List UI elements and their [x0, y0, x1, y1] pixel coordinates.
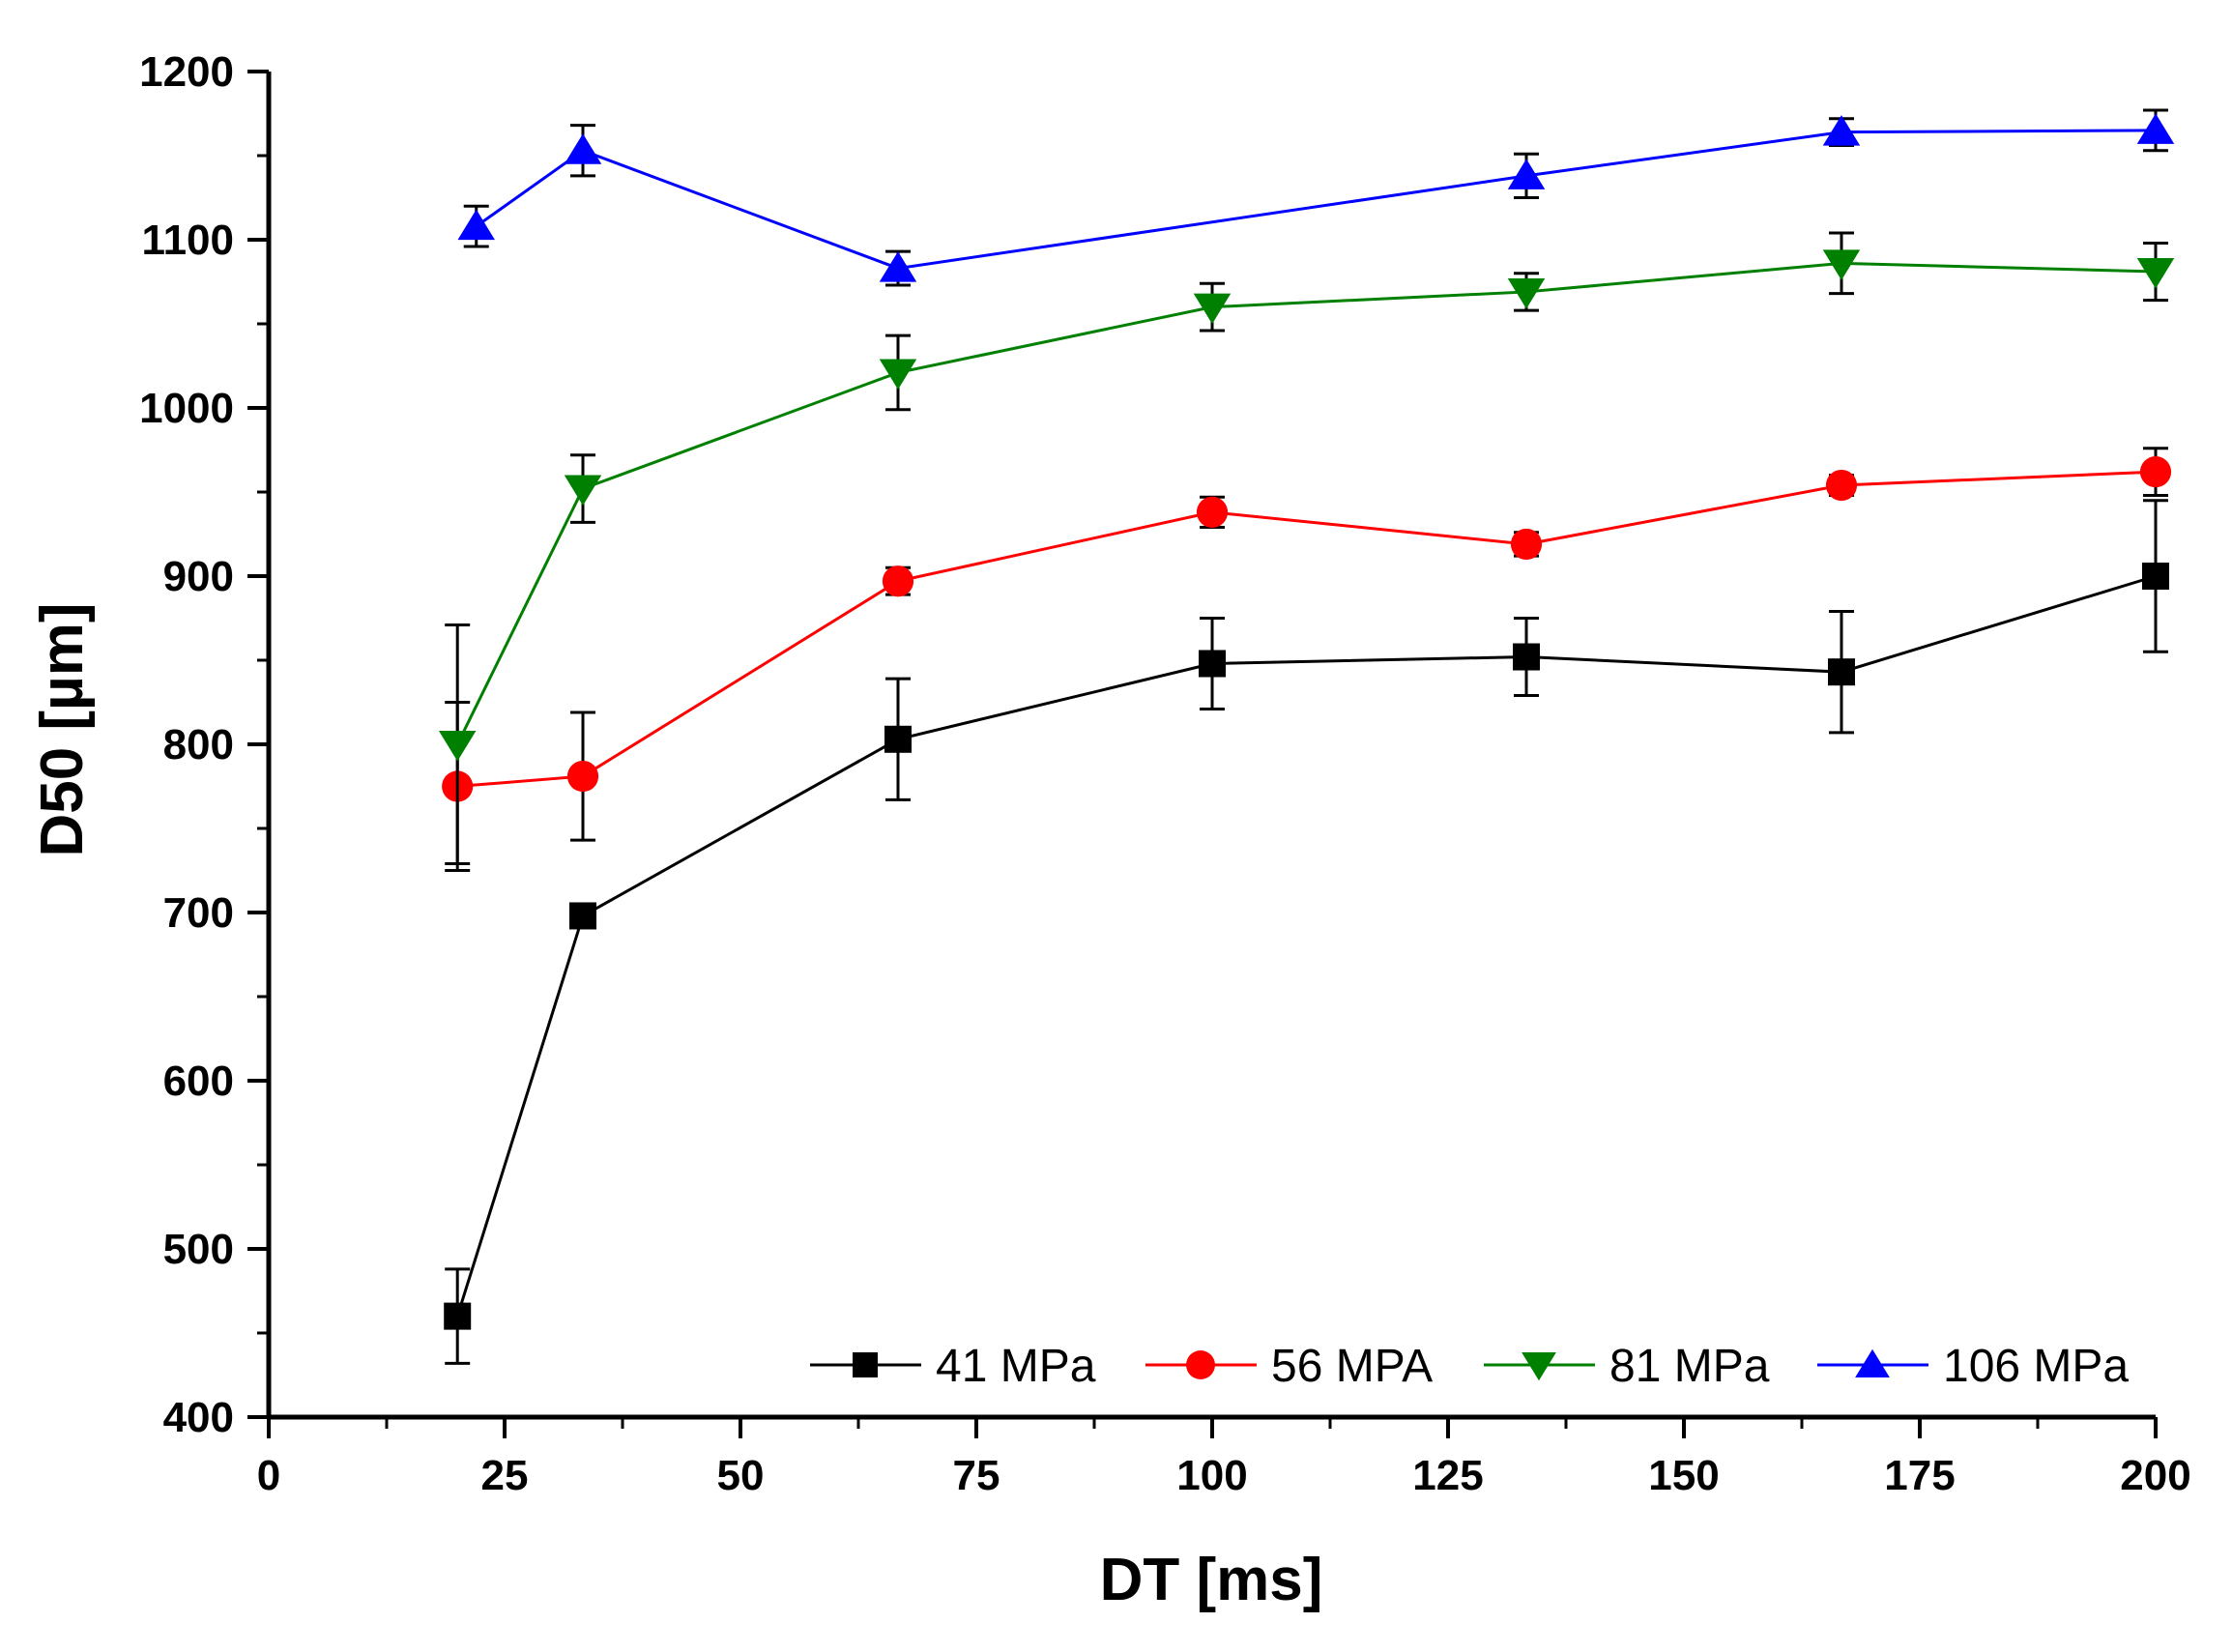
data-point [1510, 528, 1543, 561]
x-tick-label: 75 [953, 1452, 1000, 1499]
data-point [566, 760, 599, 793]
y-tick-label: 800 [163, 721, 234, 768]
y-tick-label: 400 [163, 1394, 234, 1441]
data-point [1199, 650, 1226, 678]
data-point [457, 209, 495, 241]
series-layer [438, 108, 2175, 1365]
data-point [882, 565, 914, 597]
data-point [2136, 113, 2175, 144]
y-axis-title: D50 [µm] [29, 602, 96, 856]
x-tick-label: 25 [481, 1452, 529, 1499]
series-106-mpa [457, 108, 2175, 287]
data-point [438, 731, 477, 762]
x-tick-label: 200 [2120, 1452, 2190, 1499]
data-point [564, 475, 602, 507]
legend-marker [1186, 1350, 1215, 1379]
x-tick-label: 100 [1176, 1452, 1247, 1499]
y-tick-label: 500 [163, 1226, 234, 1273]
series-41-mpa [444, 499, 2169, 1365]
legend-marker [853, 1352, 878, 1377]
data-point [1822, 249, 1861, 280]
data-point [884, 725, 912, 753]
data-point [564, 133, 602, 164]
y-tick-label: 900 [163, 553, 234, 600]
legend-marker [1855, 1348, 1890, 1377]
x-tick-label: 175 [1884, 1452, 1955, 1499]
y-tick-label: 1200 [139, 48, 234, 96]
legend-label: 106 MPa [1943, 1341, 2129, 1392]
x-axis-title: DT [ms] [1100, 1547, 1323, 1613]
data-point [1196, 496, 1229, 528]
data-point [444, 1302, 472, 1330]
y-tick-label: 600 [163, 1058, 234, 1105]
data-point [1827, 658, 1855, 686]
y-tick-label: 1000 [139, 385, 234, 432]
data-point [1507, 159, 1546, 189]
axes-layer: 400 500 600 700 800 900 1000 1100 1200 0 25 50 75 100… [139, 48, 2191, 1499]
data-point [1822, 115, 1861, 146]
legend-label: 41 MPa [936, 1341, 1096, 1392]
data-point [1513, 643, 1541, 671]
data-point [2136, 258, 2175, 289]
data-point [569, 902, 597, 930]
y-tick-label: 1100 [142, 217, 234, 264]
data-point [879, 359, 917, 390]
data-point [879, 251, 917, 282]
x-tick-label: 150 [1648, 1452, 1719, 1499]
data-point [1193, 293, 1232, 325]
legend: 41 MPa 56 MPA 81 MPa 106 MPa [810, 1341, 2129, 1392]
data-point [1507, 277, 1546, 309]
x-tick-label: 0 [257, 1452, 280, 1499]
data-point [2142, 563, 2169, 590]
x-tick-label: 125 [1412, 1452, 1483, 1499]
data-point [1825, 469, 1858, 502]
y-tick-label: 700 [163, 889, 234, 937]
legend-label: 81 MPa [1609, 1341, 1770, 1392]
legend-marker [1522, 1352, 1556, 1381]
legend-label: 56 MPA [1271, 1341, 1433, 1392]
series-81-mpa [438, 231, 2175, 866]
data-point [2139, 456, 2172, 488]
x-tick-label: 50 [717, 1452, 765, 1499]
